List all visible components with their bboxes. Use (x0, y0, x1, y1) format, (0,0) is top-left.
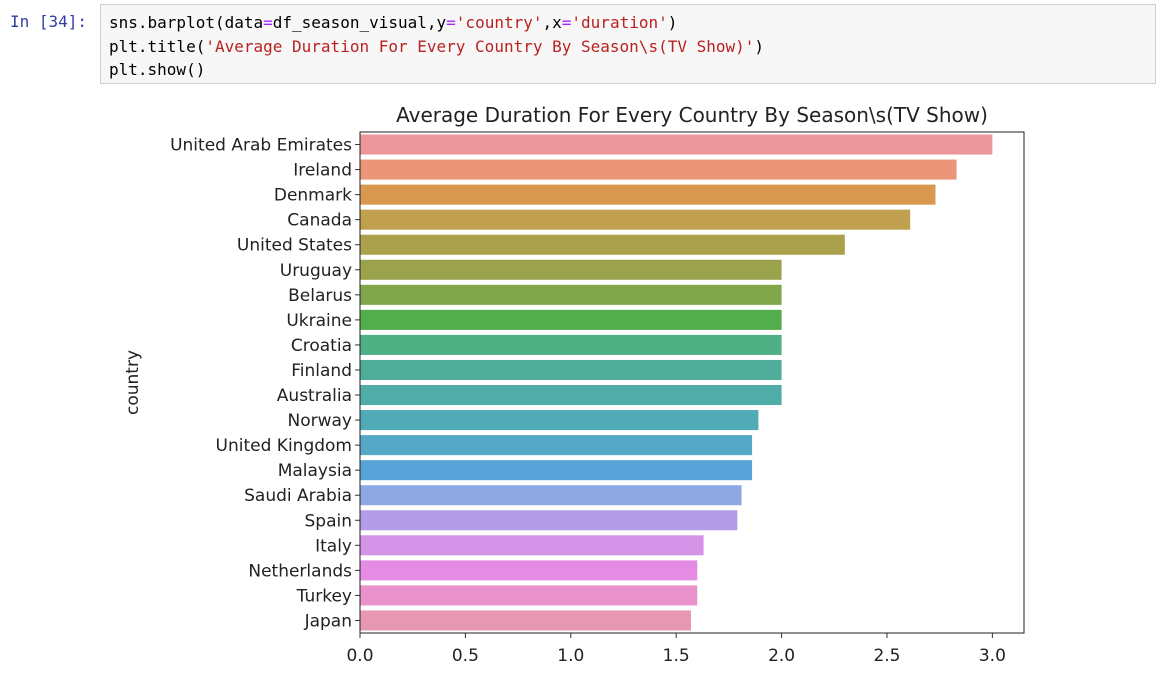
bar (360, 159, 957, 180)
y-tick-label: United Arab Emirates (170, 136, 352, 156)
code-token: ) (754, 36, 765, 56)
y-tick-label: Norway (288, 411, 353, 431)
y-tick-label: Malaysia (278, 461, 352, 481)
cell-output: Average Duration For Every Country By Se… (100, 96, 1040, 671)
bar (360, 585, 698, 606)
bar (360, 234, 845, 255)
x-tick-label: 3.0 (979, 646, 1006, 666)
y-tick-label: Italy (315, 536, 352, 556)
y-tick-label: Spain (305, 511, 353, 531)
bar-chart: Average Duration For Every Country By Se… (123, 103, 1025, 666)
bar (360, 510, 738, 531)
y-tick-label: Netherlands (248, 561, 352, 581)
bar (360, 385, 782, 406)
code-token: df_season_visual,y (272, 13, 447, 32)
plot-frame (359, 131, 1025, 634)
bar (360, 334, 782, 355)
bar (360, 410, 759, 431)
y-tick-label: Ukraine (286, 311, 352, 331)
chart-title: Average Duration For Every Country By Se… (396, 103, 988, 127)
x-tick-label: 2.0 (768, 646, 795, 666)
bar (360, 184, 936, 205)
bar (360, 560, 698, 581)
code-token: = (446, 13, 456, 32)
code-token: = (263, 13, 273, 32)
x-tick-label: 0.0 (346, 646, 373, 666)
code-line: plt.title('Average Duration For Every Co… (109, 35, 1147, 59)
y-tick-label: Canada (287, 211, 352, 231)
code-cell[interactable]: sns.barplot(data=df_season_visual,y='cou… (100, 4, 1156, 84)
y-tick-label: Japan (304, 611, 352, 631)
bar (360, 610, 691, 631)
bar (360, 209, 911, 230)
code-token: = (561, 13, 572, 32)
code-token: ,x (542, 13, 562, 32)
y-tick-label: Australia (277, 386, 352, 406)
bar (360, 535, 704, 556)
x-tick-label: 1.5 (663, 646, 690, 666)
y-tick-label: Uruguay (280, 261, 352, 281)
y-tick-label: Finland (291, 361, 352, 381)
x-tick-label: 0.5 (452, 646, 479, 666)
bar (360, 259, 782, 280)
y-tick-label: United States (237, 236, 352, 256)
bar (360, 284, 782, 305)
code-token: 'country' (455, 13, 543, 32)
code-line: sns.barplot(data=df_season_visual,y='cou… (109, 11, 1147, 35)
bar (360, 134, 993, 155)
y-tick-label: United Kingdom (216, 436, 352, 456)
y-tick-label: Belarus (288, 286, 352, 306)
bar (360, 485, 742, 506)
code-token: 'duration' (571, 13, 668, 32)
y-tick-label: Denmark (274, 186, 352, 206)
code-token: plt.title( (109, 36, 206, 56)
code-token: ) (667, 13, 678, 32)
bar (360, 359, 782, 380)
code-token: plt.show() (109, 60, 206, 79)
x-tick-label: 2.5 (873, 646, 900, 666)
y-tick-label: Turkey (296, 586, 352, 606)
code-token: 'Average Duration For Every Country By S… (205, 36, 755, 56)
y-tick-label: Saudi Arabia (244, 486, 352, 506)
bar (360, 435, 753, 456)
code-token: sns.barplot(data (109, 13, 264, 32)
y-axis-label: country (123, 350, 143, 415)
y-tick-label: Ireland (293, 161, 352, 181)
cell-prompt: In [34]: (10, 12, 88, 31)
y-tick-label: Croatia (291, 336, 352, 356)
code-line: plt.show() (109, 58, 1147, 82)
bar (360, 460, 753, 481)
bar (360, 309, 782, 330)
x-tick-label: 1.0 (557, 646, 584, 666)
